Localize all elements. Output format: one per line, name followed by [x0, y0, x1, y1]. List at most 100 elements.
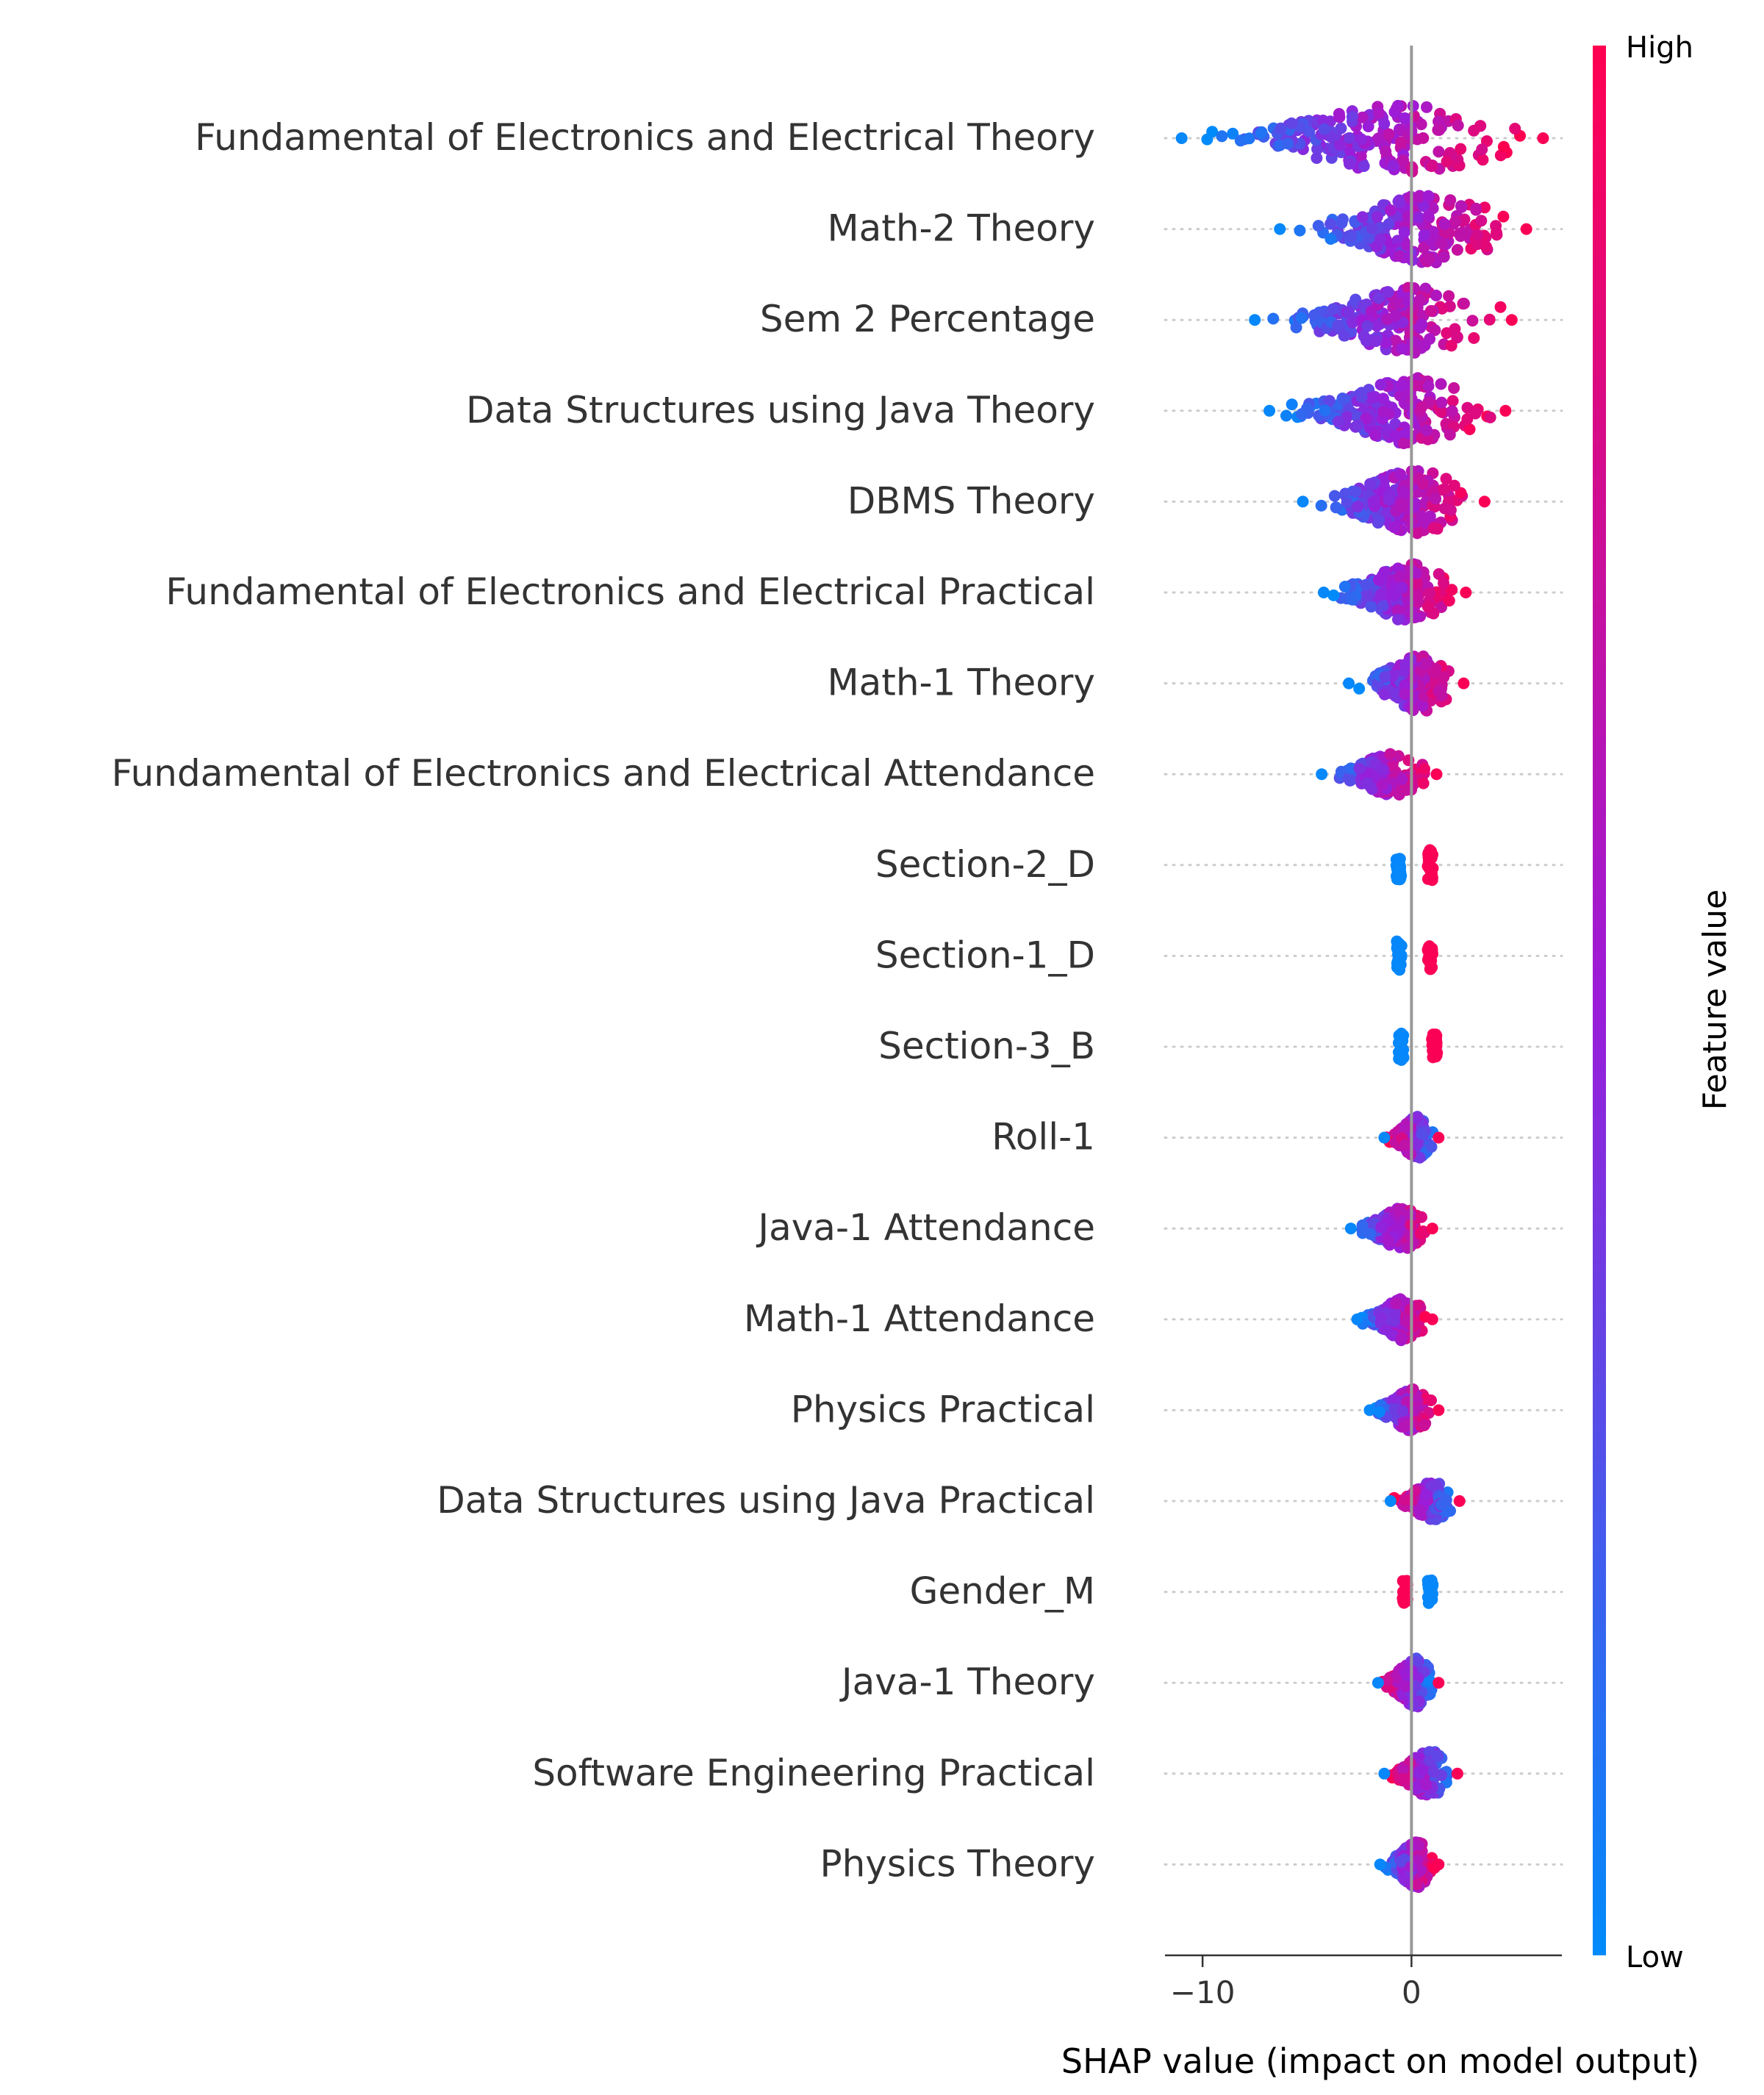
shap-point	[1386, 760, 1399, 773]
feature-label-java-1-attendance: Java-1 Attendance	[756, 1206, 1095, 1249]
colorbar: High Low Feature value	[1593, 31, 1734, 1974]
shap-point	[1381, 505, 1394, 518]
shap-point	[1301, 402, 1313, 415]
shap-point	[1396, 380, 1408, 392]
shap-point	[1419, 763, 1430, 775]
shap-point	[1418, 242, 1430, 254]
shap-point	[1520, 223, 1532, 235]
shap-point	[1349, 293, 1362, 306]
shap-point	[1355, 391, 1368, 404]
shap-point	[1371, 211, 1383, 223]
shap-point	[1396, 773, 1408, 786]
shap-point	[1421, 101, 1433, 113]
shap-point	[1382, 1234, 1394, 1247]
shap-point	[1351, 1313, 1363, 1325]
feature-label-fundamental-of-electronics-and-electrical-attendance: Fundamental of Electronics and Electrica…	[112, 752, 1095, 795]
shap-point	[1373, 1405, 1385, 1418]
shap-point	[1435, 378, 1447, 390]
colorbar-gradient	[1593, 46, 1606, 1955]
beeswarm-points	[1175, 99, 1549, 1894]
shap-point	[1344, 1222, 1357, 1235]
shap-point	[1418, 1419, 1430, 1431]
shap-point	[1274, 223, 1286, 235]
shap-point	[1290, 321, 1302, 334]
shap-point	[1396, 1332, 1408, 1344]
shap-point	[1377, 393, 1389, 405]
shap-point	[1440, 473, 1452, 485]
shap-point	[1318, 123, 1330, 135]
shap-point	[1396, 1405, 1409, 1417]
shap-point	[1410, 379, 1422, 392]
shap-point	[1400, 784, 1413, 796]
shap-point	[1421, 658, 1433, 670]
shap-point	[1427, 522, 1440, 534]
shap-point	[1347, 316, 1359, 329]
shap-point	[1389, 430, 1402, 443]
shap-point	[1356, 111, 1369, 123]
feature-label-gender-m: Gender_M	[910, 1570, 1095, 1613]
shap-point	[1453, 1495, 1466, 1507]
shap-point	[1324, 233, 1337, 245]
shap-point	[1363, 1404, 1376, 1417]
shap-point	[1175, 132, 1188, 144]
shap-point	[1396, 1053, 1408, 1065]
shap-point	[1379, 670, 1391, 683]
feature-label-math-1-attendance: Math-1 Attendance	[744, 1297, 1095, 1340]
shap-point	[1365, 601, 1377, 613]
shap-point	[1384, 1495, 1396, 1507]
shap-point	[1380, 337, 1392, 349]
shap-point	[1397, 154, 1410, 166]
shap-point	[1308, 309, 1321, 321]
shap-point	[1416, 510, 1428, 523]
shap-point	[1343, 677, 1355, 690]
shap-point	[1377, 405, 1390, 418]
shap-point	[1458, 677, 1470, 690]
shap-point	[1451, 1767, 1463, 1780]
shap-point	[1364, 478, 1377, 490]
shap-point	[1427, 607, 1440, 620]
shap-point	[1376, 763, 1388, 776]
shap-point	[1397, 437, 1410, 450]
feature-label-physics-practical: Physics Practical	[791, 1388, 1095, 1430]
shap-point	[1430, 493, 1442, 505]
shap-point	[1445, 340, 1458, 352]
shap-point	[1394, 250, 1406, 262]
shap-point	[1334, 139, 1347, 151]
shap-point	[1338, 393, 1350, 405]
shap-point	[1433, 1677, 1445, 1689]
shap-point	[1391, 234, 1404, 247]
shap-point	[1396, 1773, 1409, 1785]
shap-point	[1421, 433, 1434, 445]
shap-point	[1398, 226, 1410, 238]
shap-point	[1438, 671, 1450, 684]
shap-point	[1375, 1221, 1388, 1233]
shap-point	[1433, 146, 1445, 158]
shap-point	[1330, 501, 1342, 514]
shap-point	[1374, 233, 1387, 246]
feature-label-data-structures-using-java-practical: Data Structures using Java Practical	[437, 1479, 1095, 1522]
shap-point	[1311, 143, 1324, 155]
feature-label-section-3-b: Section-3_B	[878, 1025, 1095, 1067]
shap-point	[1364, 1228, 1377, 1240]
shap-point	[1243, 132, 1255, 145]
shap-point	[1397, 487, 1410, 499]
shap-point	[1378, 1767, 1391, 1780]
shap-point	[1286, 117, 1298, 129]
shap-point	[1491, 229, 1503, 241]
shap-point	[1338, 581, 1351, 592]
shap-point	[1360, 412, 1372, 425]
shap-point	[1355, 133, 1368, 146]
shap-point	[1417, 200, 1430, 212]
shap-point	[1433, 115, 1445, 128]
shap-point	[1391, 99, 1404, 112]
shap-point	[1477, 154, 1489, 166]
shap-point	[1452, 119, 1464, 132]
shap-point	[1418, 229, 1430, 241]
shap-point	[1407, 1700, 1419, 1712]
feature-label-section-1-d: Section-1_D	[875, 934, 1095, 976]
shap-point	[1378, 566, 1391, 579]
colorbar-low-label: Low	[1626, 1941, 1684, 1974]
shap-point	[1427, 1028, 1439, 1041]
shap-point	[1484, 411, 1496, 423]
shap-point	[1461, 401, 1474, 414]
